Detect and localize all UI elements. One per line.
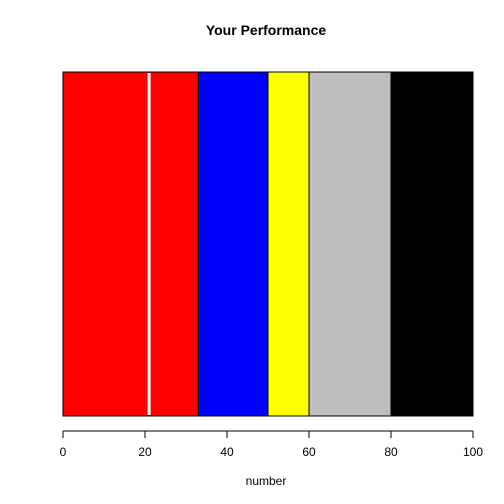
x-tick-label: 20	[138, 445, 152, 459]
x-tick-label: 100	[463, 445, 483, 459]
bar-segments	[62, 71, 474, 417]
chart-title: Your Performance	[206, 22, 327, 38]
x-axis: 0 20 40 60 80 100	[60, 430, 483, 459]
x-tick-label: 80	[384, 445, 398, 459]
x-tick-label: 0	[60, 445, 67, 459]
bar-segment-4	[308, 71, 392, 417]
x-axis-label: number	[246, 474, 287, 488]
bar-segment-2	[197, 71, 269, 417]
bar-segment-5	[390, 71, 474, 417]
x-tick-label: 60	[302, 445, 316, 459]
bar-segment-1	[62, 71, 199, 417]
x-tick-label: 40	[220, 445, 234, 459]
bar-segment-3	[267, 71, 310, 417]
